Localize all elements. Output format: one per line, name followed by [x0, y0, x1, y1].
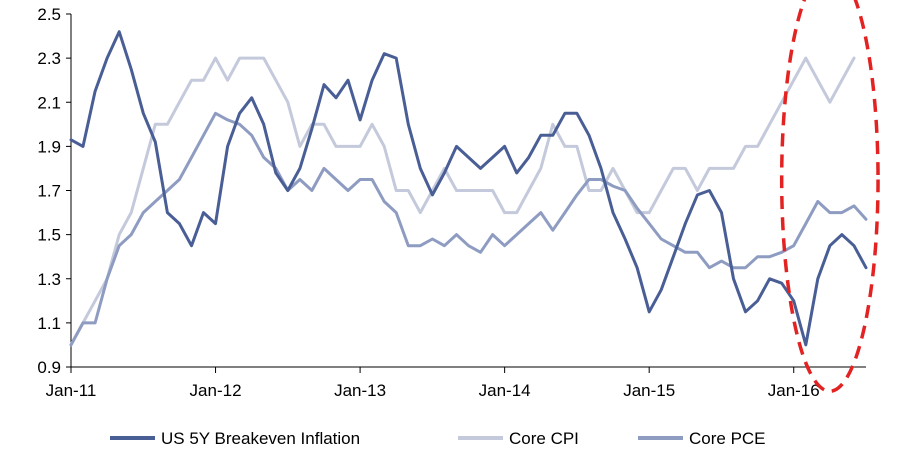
x-tick-label: Jan-13 [334, 381, 386, 400]
x-tick-label: Jan-15 [623, 381, 675, 400]
axes: 2.5 2.3 2.1 1.9 1.7 1.5 1.3 1.1 0.9 Jan-11 Jan-12 J… [37, 5, 866, 400]
y-tick-label: 1.1 [37, 314, 61, 333]
series-line-core-pce [69, 111, 868, 347]
x-tick-label: Jan-14 [479, 381, 531, 400]
series-line-us-5y-breakeven-inflation [69, 30, 868, 347]
y-tick-label: 1.5 [37, 226, 61, 245]
y-tick-label: 1.7 [37, 182, 61, 201]
legend-label: Core PCE [689, 429, 766, 448]
x-tick-label: Jan-11 [46, 381, 97, 400]
x-tick-label: Jan-16 [768, 381, 820, 400]
series-layer [69, 30, 868, 347]
y-tick-label: 1.9 [37, 137, 61, 156]
y-tick-label: 1.3 [37, 270, 61, 289]
y-tick-label: 2.5 [37, 5, 61, 24]
legend: US 5Y Breakeven Inflation Core CPI Core PC… [110, 429, 766, 448]
highlight-ellipse [779, 0, 880, 393]
x-tick-label: Jan-12 [190, 381, 242, 400]
y-tick-label: 2.1 [37, 93, 61, 112]
legend-label: Core CPI [509, 429, 579, 448]
y-tick-label: 0.9 [37, 358, 61, 377]
annotation-layer [779, 0, 880, 393]
legend-label: US 5Y Breakeven Inflation [161, 429, 360, 448]
series-line-core-cpi [69, 56, 856, 347]
y-tick-label: 2.3 [37, 49, 61, 68]
